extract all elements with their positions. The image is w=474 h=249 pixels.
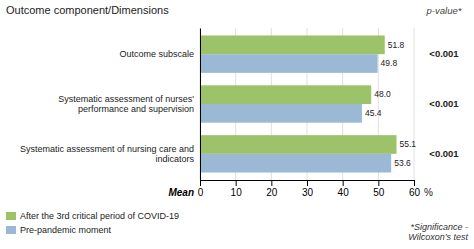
x-tick: 0: [198, 180, 204, 198]
y-axis-line: [200, 29, 201, 181]
text-line: *Significance -: [410, 222, 468, 232]
grid-line: [414, 28, 415, 180]
text-line: Systematic assessment of nurses': [58, 94, 194, 104]
bar: [200, 154, 391, 173]
p-label: p-value*: [426, 5, 462, 16]
data-label: 48.0: [374, 89, 391, 99]
p-value: <0.001: [429, 98, 459, 109]
legend-item: After the 3rd critical period of COVID-1…: [6, 211, 179, 221]
data-label: 45.4: [365, 108, 382, 118]
data-labels: 55.1 48.0 51.8 53.6 45.4 49.8: [365, 40, 416, 168]
text-line: Outcome subscale: [119, 49, 194, 59]
text-line: indicators: [155, 154, 194, 164]
x-unit: %: [424, 187, 433, 198]
x-tick-label: 10: [231, 187, 243, 198]
y-axis: Systematic assessment of nursing care an…: [20, 29, 201, 181]
x-tick-label: 30: [302, 187, 314, 198]
x-tick: 20: [266, 180, 278, 198]
x-axis: 0 10 20 30 40 50 60: [198, 180, 421, 198]
p-values: <0.001 <0.001 <0.001: [429, 48, 459, 159]
x-tick-label: 50: [373, 187, 385, 198]
x-tick: 50: [373, 180, 385, 198]
y-tick-label: Systematic assessment of nursing care an…: [20, 144, 195, 164]
text-line: performance and supervision: [78, 104, 194, 114]
x-axis-line: [201, 181, 415, 187]
x-tick-mark: [378, 180, 379, 186]
grid-line: [200, 28, 201, 180]
data-label: 53.6: [394, 158, 411, 168]
bar: [200, 85, 371, 104]
x-tick: 40: [338, 180, 350, 198]
bar: [200, 104, 362, 123]
bar: [200, 35, 385, 54]
y-tick-label: Systematic assessment of nurses'performa…: [58, 94, 194, 114]
legend-label: After the 3rd critical period of COVID-1…: [20, 211, 179, 221]
plot: 55.1 48.0 51.8 53.6 45.4 49.8 0 10 20 30 40 50 60 Sys…: [20, 28, 421, 198]
data-label: 55.1: [400, 139, 417, 149]
x-tick-mark: [271, 180, 272, 186]
legend-label: Pre-pandemic moment: [20, 225, 112, 235]
chart: Outcome component/Dimensions 55.1 48.0 51.8…: [0, 0, 474, 249]
x-tick: 60: [409, 180, 421, 198]
text-line: Systematic assessment of nursing care an…: [20, 144, 194, 154]
p-value: <0.001: [429, 148, 459, 159]
x-tick-mark: [343, 180, 344, 186]
legend-swatch: [6, 212, 16, 220]
footnote: *Significance -Wilcoxon’s test: [408, 222, 468, 242]
bar: [200, 54, 378, 73]
x-tick: 30: [302, 180, 314, 198]
x-tick-label: 40: [338, 187, 350, 198]
legend-item: Pre-pandemic moment: [6, 225, 112, 235]
y-tick: Systematic assessment of nursing care an…: [20, 144, 200, 164]
bar: [200, 135, 397, 154]
x-tick-mark: [236, 180, 237, 186]
x-tick-mark: [307, 180, 308, 186]
data-label: 49.8: [381, 58, 398, 68]
x-label: Mean: [168, 187, 194, 198]
x-tick-label: 20: [266, 187, 278, 198]
y-tick: Systematic assessment of nurses'performa…: [58, 94, 200, 114]
x-tick-label: 60: [409, 187, 421, 198]
data-label: 51.8: [388, 40, 405, 50]
legend-swatch: [6, 226, 16, 234]
bars: [200, 35, 397, 172]
p-value: <0.001: [429, 48, 459, 59]
grid: [200, 28, 414, 180]
y-tick-label: Outcome subscale: [119, 49, 194, 59]
x-tick-mark: [414, 180, 415, 186]
x-tick-label: 0: [198, 187, 204, 198]
y-tick: Outcome subscale: [119, 49, 200, 59]
text-line: Wilcoxon’s test: [408, 232, 468, 242]
legend: After the 3rd critical period of COVID-1…: [6, 211, 179, 235]
x-tick-mark: [200, 180, 201, 186]
x-tick: 10: [231, 180, 243, 198]
title: Outcome component/Dimensions: [6, 4, 169, 16]
